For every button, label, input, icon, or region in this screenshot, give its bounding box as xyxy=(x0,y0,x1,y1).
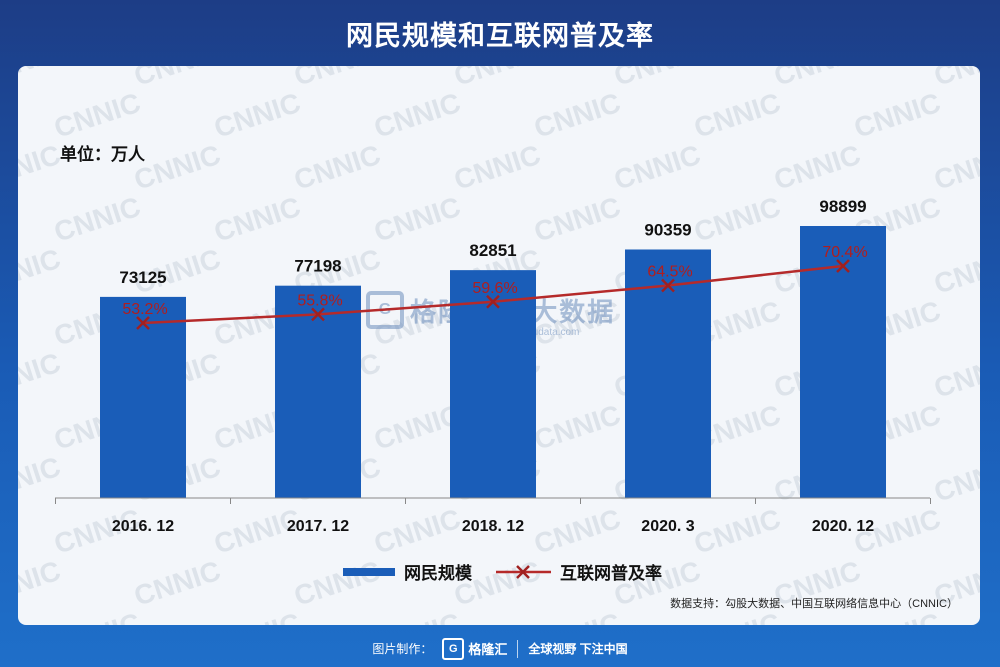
legend-marker-stroke xyxy=(516,565,530,579)
line-marker xyxy=(661,278,675,293)
bar-value-label: 73125 xyxy=(119,268,166,287)
legend-line-label: 互联网普及率 xyxy=(560,563,662,583)
source-note: 数据支持：勾股大数据、中国互联网络信息中心（CNNIC） xyxy=(670,598,958,610)
bar-value-label: 77198 xyxy=(294,257,341,276)
line-marker xyxy=(486,294,500,309)
bar xyxy=(800,226,886,498)
x-tick-label: 2017. 12 xyxy=(287,518,349,535)
unit-label: 单位：万人 xyxy=(60,145,145,164)
chart-card: CNNIC CNNIC CNNIC CNNIC CNNIC CNNIC CNNIC CNNIC… xyxy=(18,66,980,625)
bar-value-label: 82851 xyxy=(469,241,516,260)
legend-bar-label: 网民规模 xyxy=(404,563,473,583)
x-tick-label: 2016. 12 xyxy=(112,518,174,535)
marker-stroke xyxy=(311,307,325,322)
x-tick-label: 2018. 12 xyxy=(462,518,524,535)
footer-logo-text: 格隆汇 xyxy=(468,642,508,657)
line-marker xyxy=(311,307,325,322)
page-title: 网民规模和互联网普及率 xyxy=(346,21,654,51)
footer-divider xyxy=(517,639,519,658)
footer: 图片制作： G 格隆汇 全球视野 下注中国 xyxy=(0,630,1000,667)
bar xyxy=(450,270,536,498)
line-value-label: 64.5% xyxy=(647,264,692,281)
center-watermark-sub: gogudata.com xyxy=(516,327,580,338)
chart: 73125 2016. 12 77198 2017. 12 82851 2018. 12 9… xyxy=(55,197,931,583)
bar xyxy=(625,249,711,498)
line-value-label: 59.6% xyxy=(472,280,517,297)
line-marker xyxy=(136,316,150,330)
bar xyxy=(100,296,186,498)
bar xyxy=(275,285,361,498)
x-tick-label: 2020. 3 xyxy=(641,518,694,535)
marker-stroke xyxy=(836,259,850,273)
footer-logo: G 格隆汇 xyxy=(442,637,508,660)
gelonghui-footer-icon: G xyxy=(442,637,465,660)
bar-value-label: 98899 xyxy=(819,197,866,216)
line-value-label: 55.8% xyxy=(297,292,342,309)
x-tick-label: 2020. 12 xyxy=(812,518,874,535)
footer-made-by: 图片制作： xyxy=(372,642,433,656)
marker-stroke xyxy=(486,294,500,309)
legend-bar-swatch xyxy=(343,568,395,576)
footer-slogan: 全球视野 下注中国 xyxy=(528,642,628,656)
line-value-label: 70.4% xyxy=(822,244,867,261)
line-marker xyxy=(836,259,850,273)
marker-stroke xyxy=(136,316,150,330)
line-value-label: 53.2% xyxy=(122,301,167,318)
bar-value-label: 90359 xyxy=(644,220,691,239)
marker-stroke xyxy=(661,278,675,293)
